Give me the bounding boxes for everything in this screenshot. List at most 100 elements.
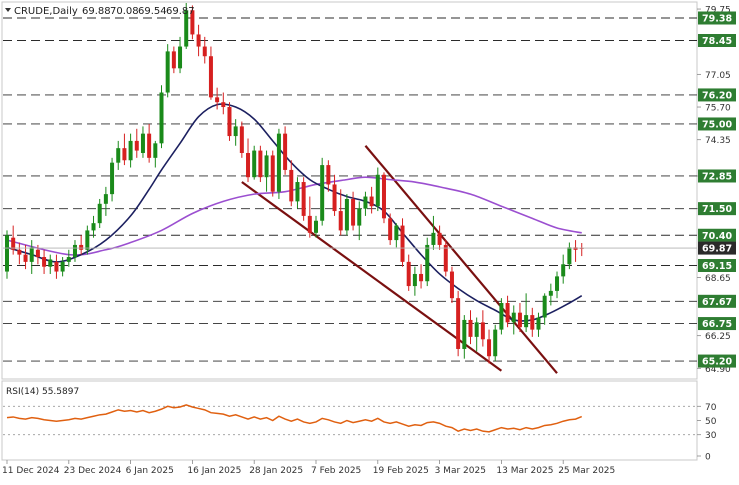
candle-body	[437, 232, 442, 245]
candle	[548, 283, 553, 306]
candle	[456, 290, 461, 357]
date-tick-label: 23 Dec 2024	[64, 466, 122, 476]
candle-body	[443, 244, 448, 272]
chevron-down-icon[interactable]	[5, 8, 11, 12]
candle	[103, 186, 108, 216]
candle	[246, 138, 251, 183]
candle-body	[103, 194, 108, 204]
candle-body	[548, 290, 553, 296]
candle	[314, 215, 318, 238]
candle	[97, 198, 102, 228]
candle-body	[48, 259, 53, 267]
level-tag-box	[698, 11, 736, 25]
candle-body	[276, 133, 281, 192]
candle-body	[283, 133, 288, 170]
candle	[258, 145, 263, 183]
date-tick-label: 19 Feb 2025	[373, 466, 429, 476]
level-tags: 79.38 78.45 76.20 75.00 72.85 71.50 70.40 69.15…	[698, 11, 736, 368]
candle-body	[307, 215, 312, 233]
moving-averages	[6, 103, 583, 322]
rsi-panel: 70 50 30 0	[3, 403, 717, 463]
candle	[215, 87, 220, 110]
candle-body	[239, 126, 244, 153]
date-tick-label: 11 Dec 2024	[2, 466, 60, 476]
candle	[363, 191, 368, 216]
candle	[85, 225, 90, 255]
candle-body	[425, 244, 430, 282]
candle	[116, 140, 121, 170]
candle	[511, 305, 516, 335]
candle-body	[517, 312, 522, 328]
candle-body	[363, 196, 368, 209]
candle-body	[381, 174, 386, 219]
ohlc-low: 69.54	[138, 6, 167, 17]
candle-body	[202, 46, 207, 57]
date-tick-label: 3 Mar 2025	[435, 466, 486, 476]
candle-body	[91, 223, 96, 231]
candle	[60, 257, 65, 277]
candle-body	[122, 148, 127, 161]
candle-body	[332, 184, 337, 212]
price-tick-label: 66.25	[705, 332, 731, 342]
candle-body	[5, 235, 9, 272]
candle-body	[487, 339, 492, 357]
date-tick-label: 16 Jan 2025	[187, 466, 241, 476]
level-tag-label: 75.00	[702, 119, 732, 130]
candle-body	[29, 247, 34, 262]
last-price-tag-label: 69.87	[702, 244, 732, 255]
candle	[487, 329, 492, 364]
candle	[412, 266, 417, 296]
level-tag-box	[698, 202, 736, 216]
candle	[326, 160, 331, 192]
date-tick-label: 25 Mar 2025	[558, 466, 615, 476]
candle	[208, 46, 213, 100]
rsi-tick-label: 50	[705, 417, 717, 427]
candle	[147, 123, 152, 163]
level-tag-label: 69.15	[702, 261, 732, 272]
candle	[573, 240, 578, 262]
symbol-label: CRUDE,Daily	[14, 6, 78, 17]
candle-body	[270, 155, 275, 192]
candle-body	[42, 257, 47, 267]
candle-body	[153, 143, 158, 158]
candle-body	[400, 225, 405, 262]
candle	[505, 295, 510, 328]
candle-body	[301, 182, 306, 216]
candle	[239, 121, 244, 158]
date-tick-label: 13 Mar 2025	[496, 466, 553, 476]
price-tick-label: 74.35	[705, 136, 731, 146]
rsi-label: RSI(14) 55.5897	[6, 387, 79, 397]
last-price-tag-box	[698, 241, 736, 255]
candles	[5, 3, 584, 364]
candle	[42, 249, 47, 274]
candle	[11, 225, 16, 255]
rsi-tick-label: 70	[705, 403, 717, 413]
level-tag-box	[698, 294, 736, 308]
candle	[17, 242, 22, 265]
candle-body	[536, 317, 541, 330]
candle-body	[567, 247, 572, 265]
candle-body	[190, 10, 195, 35]
candle-body	[357, 208, 362, 226]
candle-body	[79, 244, 84, 250]
candle-body	[326, 165, 331, 185]
date-tick-label: 7 Feb 2025	[311, 466, 361, 476]
candle	[295, 177, 300, 209]
level-tag-label: 66.75	[702, 319, 732, 330]
level-tag-label: 65.20	[702, 357, 732, 368]
level-lines	[3, 17, 697, 362]
candle	[381, 172, 386, 224]
candle-body	[289, 169, 294, 202]
candle-body	[480, 322, 485, 340]
candle	[338, 189, 343, 236]
rsi-tick-label: 30	[705, 431, 717, 441]
candle-body	[66, 257, 71, 262]
candle-body	[375, 174, 380, 207]
level-tag-label: 72.85	[702, 171, 732, 182]
candle-body	[23, 254, 28, 262]
candle-body	[215, 97, 220, 103]
candle	[462, 315, 467, 359]
candle-body	[561, 264, 566, 277]
candle-body	[252, 150, 257, 178]
candle	[72, 240, 77, 262]
